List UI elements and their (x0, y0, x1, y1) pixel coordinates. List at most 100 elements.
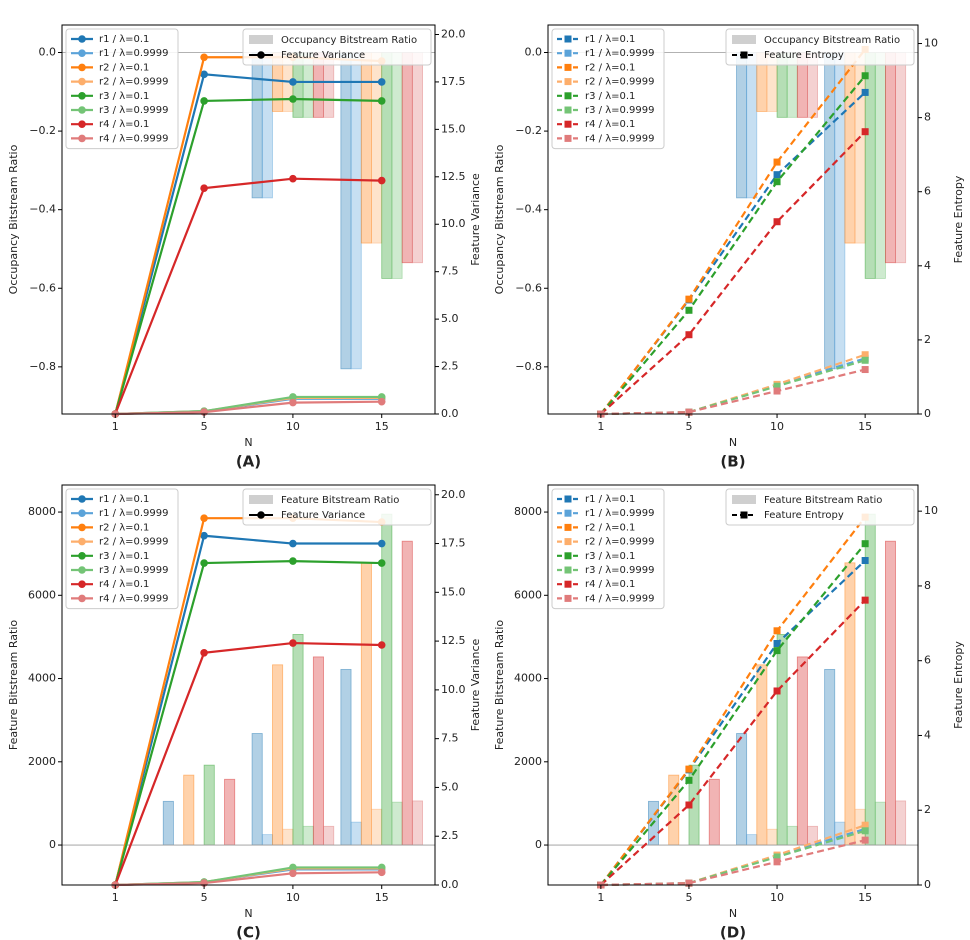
point (685, 765, 693, 773)
bar (864, 52, 876, 279)
bar (323, 825, 335, 846)
series-line (600, 368, 866, 416)
legend-marker (564, 49, 572, 57)
legend-label: r1 / λ=0.1 (99, 494, 149, 505)
x-tick-label: 1 (112, 420, 119, 433)
point (773, 387, 781, 395)
point (200, 97, 208, 105)
y-tick-label: −0.4 (29, 203, 56, 216)
point (861, 540, 869, 548)
point (773, 178, 781, 186)
point (377, 176, 386, 185)
series-line (599, 516, 867, 886)
y-tick-label: 6000 (28, 588, 56, 601)
bar (371, 808, 383, 846)
legend-label: r4 / λ=0.1 (585, 119, 635, 130)
type-legend: Feature Bitstream Ratio Feature Entropy (725, 488, 915, 526)
y2-tick-label: 8 (924, 111, 931, 124)
y2-tick-label: 2 (924, 803, 931, 816)
point (377, 397, 386, 406)
y2-tick-label: 7.5 (441, 732, 459, 745)
panel: 1 5 10 150.0−0.2−0.4−0.6−0.80246810NOccupan… (493, 24, 965, 471)
bar (834, 52, 846, 370)
legend-label: r1 / λ=0.1 (585, 494, 635, 505)
legend-marker (78, 120, 86, 128)
legend-marker (257, 511, 265, 519)
legend-marker (78, 580, 86, 588)
legend-label: r1 / λ=0.9999 (99, 508, 169, 519)
y-tick-label: 0 (49, 838, 56, 851)
point (773, 627, 781, 635)
legend-label: r2 / λ=0.1 (585, 522, 635, 533)
series-line (115, 400, 382, 416)
y2-axis-label: Feature Entropy (952, 641, 965, 729)
series-line (600, 542, 866, 886)
x-tick-label: 1 (597, 420, 604, 433)
legend-marker (78, 49, 86, 57)
legend-marker (78, 134, 86, 143)
bar (786, 825, 798, 846)
point (377, 641, 386, 649)
bar (224, 778, 236, 846)
series-legend: r1 / λ=0.1 r1 / λ=0.9999 r2 / λ=0.1 r2 / λ=… (551, 488, 665, 610)
plot-frame (547, 24, 919, 415)
legend-marker (78, 509, 86, 517)
y2-axis-label: Feature Entropy (952, 175, 965, 263)
y-axis-label: Occupancy Bitstream Ratio (7, 144, 20, 294)
point (685, 331, 693, 339)
bar (302, 825, 314, 846)
y-tick-label: −0.2 (515, 124, 542, 137)
y-tick-label: 4000 (514, 672, 542, 685)
x-tick-label: 15 (858, 891, 872, 904)
point (200, 531, 208, 540)
legend-marker (740, 511, 748, 519)
legend-marker (257, 51, 265, 59)
bar (251, 733, 263, 846)
x-tick-label: 5 (201, 420, 208, 433)
legend-label: r1 / λ=0.9999 (585, 48, 655, 59)
legend-marker (78, 594, 86, 603)
legend-label: Feature Bitstream Ratio (764, 495, 882, 506)
legend-marker (78, 566, 86, 574)
bar (162, 800, 174, 846)
y2-tick-label: 2.5 (441, 360, 459, 373)
x-tick-label: 1 (597, 891, 604, 904)
y2-tick-label: 0.0 (441, 878, 459, 891)
legend-box (551, 488, 665, 610)
bar (736, 52, 748, 199)
legend-marker (564, 523, 572, 531)
legend-swatch (249, 495, 273, 504)
bar (401, 540, 413, 846)
legend-label: r3 / λ=0.9999 (585, 105, 655, 116)
y2-tick-label: 10.0 (441, 683, 466, 696)
series-line (114, 559, 382, 886)
legend-label: r4 / λ=0.9999 (99, 593, 169, 604)
point (289, 557, 297, 565)
legend-marker (740, 51, 748, 59)
legend-marker (78, 495, 86, 503)
point (685, 408, 693, 416)
y-axis-label: Feature Bitstream Ratio (7, 620, 20, 751)
bar (746, 834, 758, 846)
y-tick-label: −0.6 (29, 281, 56, 294)
legend-marker (78, 523, 86, 532)
y2-tick-label: 5.0 (441, 312, 459, 325)
point (861, 836, 869, 844)
x-tick-label: 10 (770, 420, 784, 433)
legend-label: Feature Bitstream Ratio (281, 495, 399, 506)
y-tick-label: 2000 (514, 755, 542, 768)
legend-label: r1 / λ=0.1 (585, 34, 635, 45)
legend-marker (78, 77, 86, 86)
legend-swatch (732, 495, 756, 504)
legend-label: r1 / λ=0.1 (99, 34, 149, 45)
legend-label: r3 / λ=0.1 (99, 551, 149, 562)
point (773, 687, 781, 695)
bar (885, 52, 896, 264)
legend-label: r3 / λ=0.1 (585, 551, 635, 562)
legend-label: r1 / λ=0.9999 (99, 48, 169, 59)
legend-marker (564, 35, 572, 43)
legend-marker (78, 537, 86, 546)
series-line (114, 73, 382, 415)
y2-tick-label: 20.0 (441, 488, 466, 501)
legend-box (65, 488, 179, 610)
